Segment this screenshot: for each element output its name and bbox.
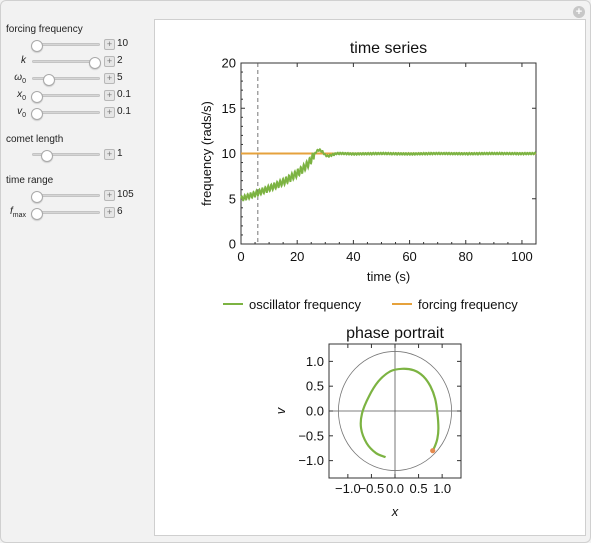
k-slider[interactable]	[32, 57, 101, 69]
phase-portrait-title: phase portrait	[346, 325, 444, 342]
time-series-ylabel: frequency (rads/s)	[199, 101, 214, 206]
expand-icon[interactable]: +	[573, 6, 585, 18]
time-series-xtick-label: 80	[459, 249, 473, 264]
comet-length-slider[interactable]	[32, 150, 100, 162]
comet-length-value: 1	[117, 148, 123, 159]
omega0-slider-thumb[interactable]	[42, 74, 55, 86]
omega0-label: ω0	[14, 72, 26, 85]
fmax-slider-row: fmax + 6	[0, 206, 150, 220]
forcing-frequency-slider[interactable]	[31, 40, 100, 52]
v0-slider[interactable]	[31, 108, 100, 120]
time-range-label: time range	[6, 175, 54, 186]
time-series-ytick-label: 0	[229, 237, 236, 252]
time-range-value: 105	[117, 189, 134, 200]
phase-ytick-label: 0.5	[306, 379, 324, 394]
v0-slider-thumb[interactable]	[31, 108, 44, 120]
fmax-slider[interactable]	[31, 208, 100, 220]
fmax-value: 6	[117, 206, 123, 217]
phase-xtick-label: 1.0	[433, 481, 451, 496]
fmax-slider-thumb[interactable]	[31, 208, 44, 220]
fmax-label: fmax	[9, 206, 26, 219]
x0-value: 0.1	[117, 89, 131, 100]
fmax-plus-icon[interactable]: +	[104, 207, 115, 218]
time-series-xtick-label: 100	[511, 249, 533, 264]
comet-length-slider-thumb[interactable]	[41, 150, 54, 162]
phase-ytick-label: −0.5	[298, 428, 324, 443]
phase-xtick-label: −0.5	[359, 481, 385, 496]
k-label: k	[21, 55, 26, 66]
forcing-frequency-plus-icon[interactable]: +	[104, 39, 115, 50]
forcing-frequency-slider-thumb[interactable]	[31, 40, 44, 52]
time-series-xtick-label: 0	[237, 249, 244, 264]
x0-slider-thumb[interactable]	[31, 91, 44, 103]
v0-slider-row: v0 + 0.1	[0, 106, 150, 120]
omega0-slider[interactable]	[32, 74, 100, 86]
v0-label: v0	[17, 106, 26, 119]
oscillator-frequency-line	[240, 147, 537, 202]
time-series-xlabel: time (s)	[367, 269, 410, 284]
phase-ytick-label: 1.0	[306, 354, 324, 369]
legend-forcing-label: forcing frequency	[418, 297, 518, 312]
time-series-ytick-label: 15	[222, 101, 236, 116]
controls-panel: forcing frequency + 10 k + 2 ω0 + 5 x0 +…	[0, 0, 150, 543]
omega0-value: 5	[117, 72, 123, 83]
comet-length-label: comet length	[6, 134, 64, 145]
time-series-title: time series	[350, 40, 427, 57]
x0-label: x0	[17, 89, 26, 102]
v0-plus-icon[interactable]: +	[104, 107, 115, 118]
time-range-slider-thumb[interactable]	[31, 191, 44, 203]
v0-value: 0.1	[117, 106, 131, 117]
k-value: 2	[117, 55, 123, 66]
time-series-ytick-label: 20	[222, 56, 236, 71]
phase-ylabel: v	[273, 406, 288, 414]
phase-xtick-label: 0.5	[410, 481, 428, 496]
k-slider-thumb[interactable]	[88, 57, 101, 69]
phase-reference-circle	[338, 351, 452, 471]
forcing-frequency-slider-row: + 10	[0, 38, 150, 52]
plot-panel: time series 0 20 40 60 80 100 0 5 10 15 20 time (s) f…	[154, 19, 586, 536]
comet-length-plus-icon[interactable]: +	[104, 149, 115, 160]
phase-ytick-label: −1.0	[298, 453, 324, 468]
phase-current-point	[430, 448, 436, 454]
phase-xlabel: x	[391, 504, 399, 519]
time-range-slider-row: + 105	[0, 189, 150, 203]
k-slider-row: k + 2	[0, 55, 150, 69]
omega0-plus-icon[interactable]: +	[104, 73, 115, 84]
phase-xtick-label: 0.0	[386, 481, 404, 496]
omega0-slider-row: ω0 + 5	[0, 72, 150, 86]
legend-oscillator-label: oscillator frequency	[249, 297, 361, 312]
x0-slider[interactable]	[31, 91, 100, 103]
phase-ytick-label: 0.0	[306, 404, 324, 419]
k-plus-icon[interactable]: +	[104, 56, 115, 67]
time-series-xtick-label: 40	[346, 249, 360, 264]
phase-trajectory-line	[359, 367, 440, 459]
forcing-frequency-label: forcing frequency	[6, 24, 83, 35]
time-series-xtick-label: 20	[290, 249, 304, 264]
x0-slider-row: x0 + 0.1	[0, 89, 150, 103]
plots-canvas: time series 0 20 40 60 80 100 0 5 10 15 20 time (s) f…	[199, 40, 537, 519]
forcing-frequency-value: 10	[117, 38, 129, 49]
phase-xtick-label: −1.0	[335, 481, 361, 496]
time-range-plus-icon[interactable]: +	[104, 190, 115, 201]
time-series-ytick-label: 10	[222, 146, 236, 161]
x0-plus-icon[interactable]: +	[104, 90, 115, 101]
time-series-xtick-label: 60	[402, 249, 416, 264]
time-series-ytick-label: 5	[229, 191, 236, 206]
comet-length-slider-row: + 1	[0, 148, 150, 162]
time-range-slider[interactable]	[31, 191, 100, 203]
